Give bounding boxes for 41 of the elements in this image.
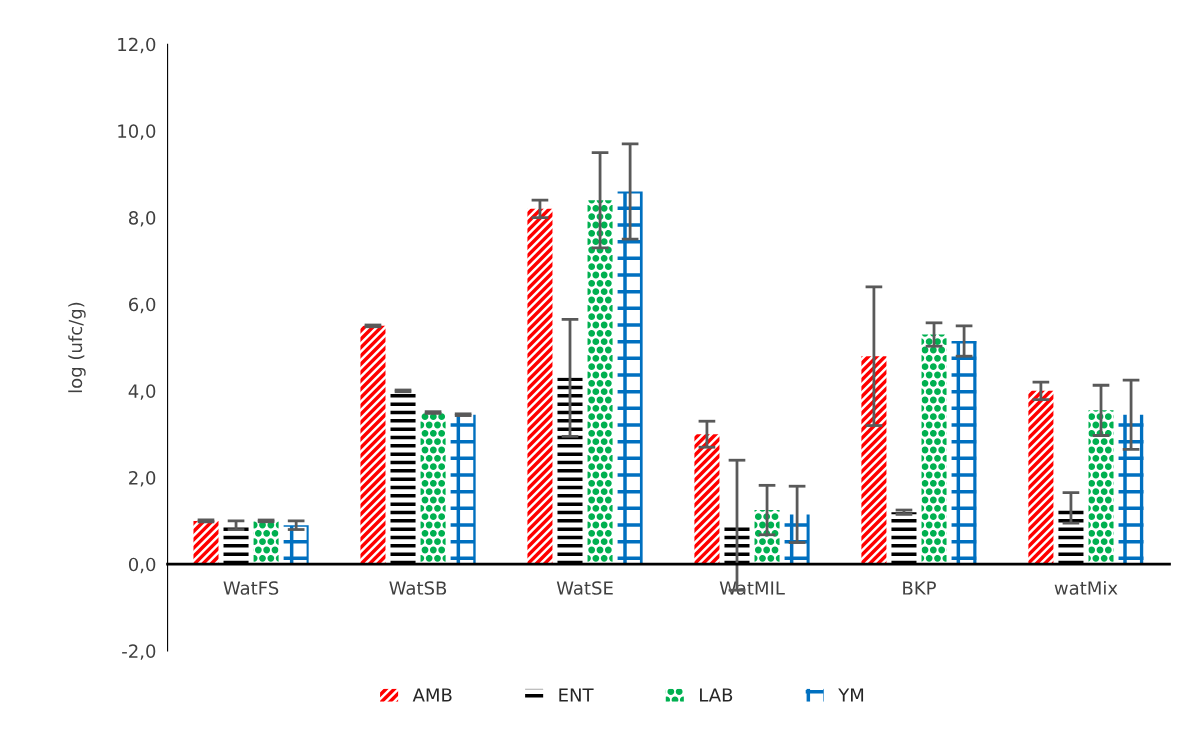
bar	[724, 525, 750, 565]
y-tick-label: 10,0	[118, 124, 156, 140]
y-tick-label: 4,0	[128, 384, 156, 400]
y-tick-label: -2,0	[122, 644, 156, 660]
bar	[557, 377, 583, 565]
bar	[587, 200, 613, 565]
bar	[1028, 390, 1054, 565]
legend-label: YM	[838, 688, 864, 702]
bar	[617, 191, 643, 565]
bar	[1058, 507, 1084, 565]
bar	[1118, 414, 1144, 565]
x-tick-label: WatFS	[223, 581, 279, 595]
bar	[951, 341, 977, 565]
legend-label: LAB	[700, 688, 733, 702]
bar	[891, 512, 917, 565]
y-tick-label: 2,0	[129, 471, 156, 487]
bar	[283, 525, 309, 565]
y-axis-title: log (ufc/g)	[68, 302, 86, 393]
bar	[450, 414, 476, 565]
x-tick-label: WatSB	[389, 581, 447, 595]
bar	[1088, 410, 1114, 565]
legend-label: AMB	[412, 688, 452, 702]
y-tick-label: 12,0	[118, 37, 156, 54]
x-tick-label: watMix	[1054, 580, 1118, 595]
x-tick-label: BKP	[903, 581, 936, 595]
bar	[754, 510, 780, 565]
bar	[223, 525, 249, 565]
bar	[420, 412, 446, 565]
bar	[861, 356, 887, 565]
bar	[253, 520, 279, 565]
x-tick-label: WatSE	[556, 581, 613, 595]
bar	[527, 208, 553, 565]
bar	[921, 334, 947, 565]
y-tick-label: 8,0	[128, 210, 156, 227]
bar	[694, 434, 720, 565]
y-tick-label: 0,0	[128, 557, 156, 574]
legend-label: ENT	[559, 688, 594, 702]
bar	[360, 325, 386, 565]
bar	[193, 520, 219, 565]
bar	[784, 514, 810, 565]
y-tick-label: 6,0	[129, 297, 156, 314]
